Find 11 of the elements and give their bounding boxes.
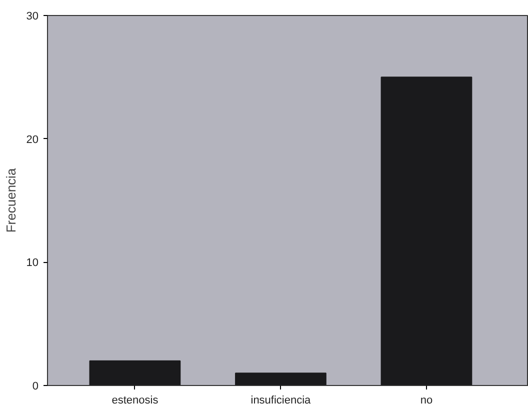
y-tick-label: 30	[26, 10, 39, 22]
y-tick-label: 20	[26, 134, 39, 146]
x-tick-label: no	[420, 394, 433, 406]
y-axis-title: Frecuencia	[3, 168, 18, 233]
bar	[380, 76, 472, 386]
y-tick-label: 10	[26, 257, 39, 270]
x-tick-label: insuficiencia	[250, 394, 312, 406]
y-tick-label: 0	[32, 380, 39, 392]
bar	[235, 372, 326, 386]
bar	[89, 360, 181, 386]
x-tick-label: estenosis	[112, 394, 159, 406]
